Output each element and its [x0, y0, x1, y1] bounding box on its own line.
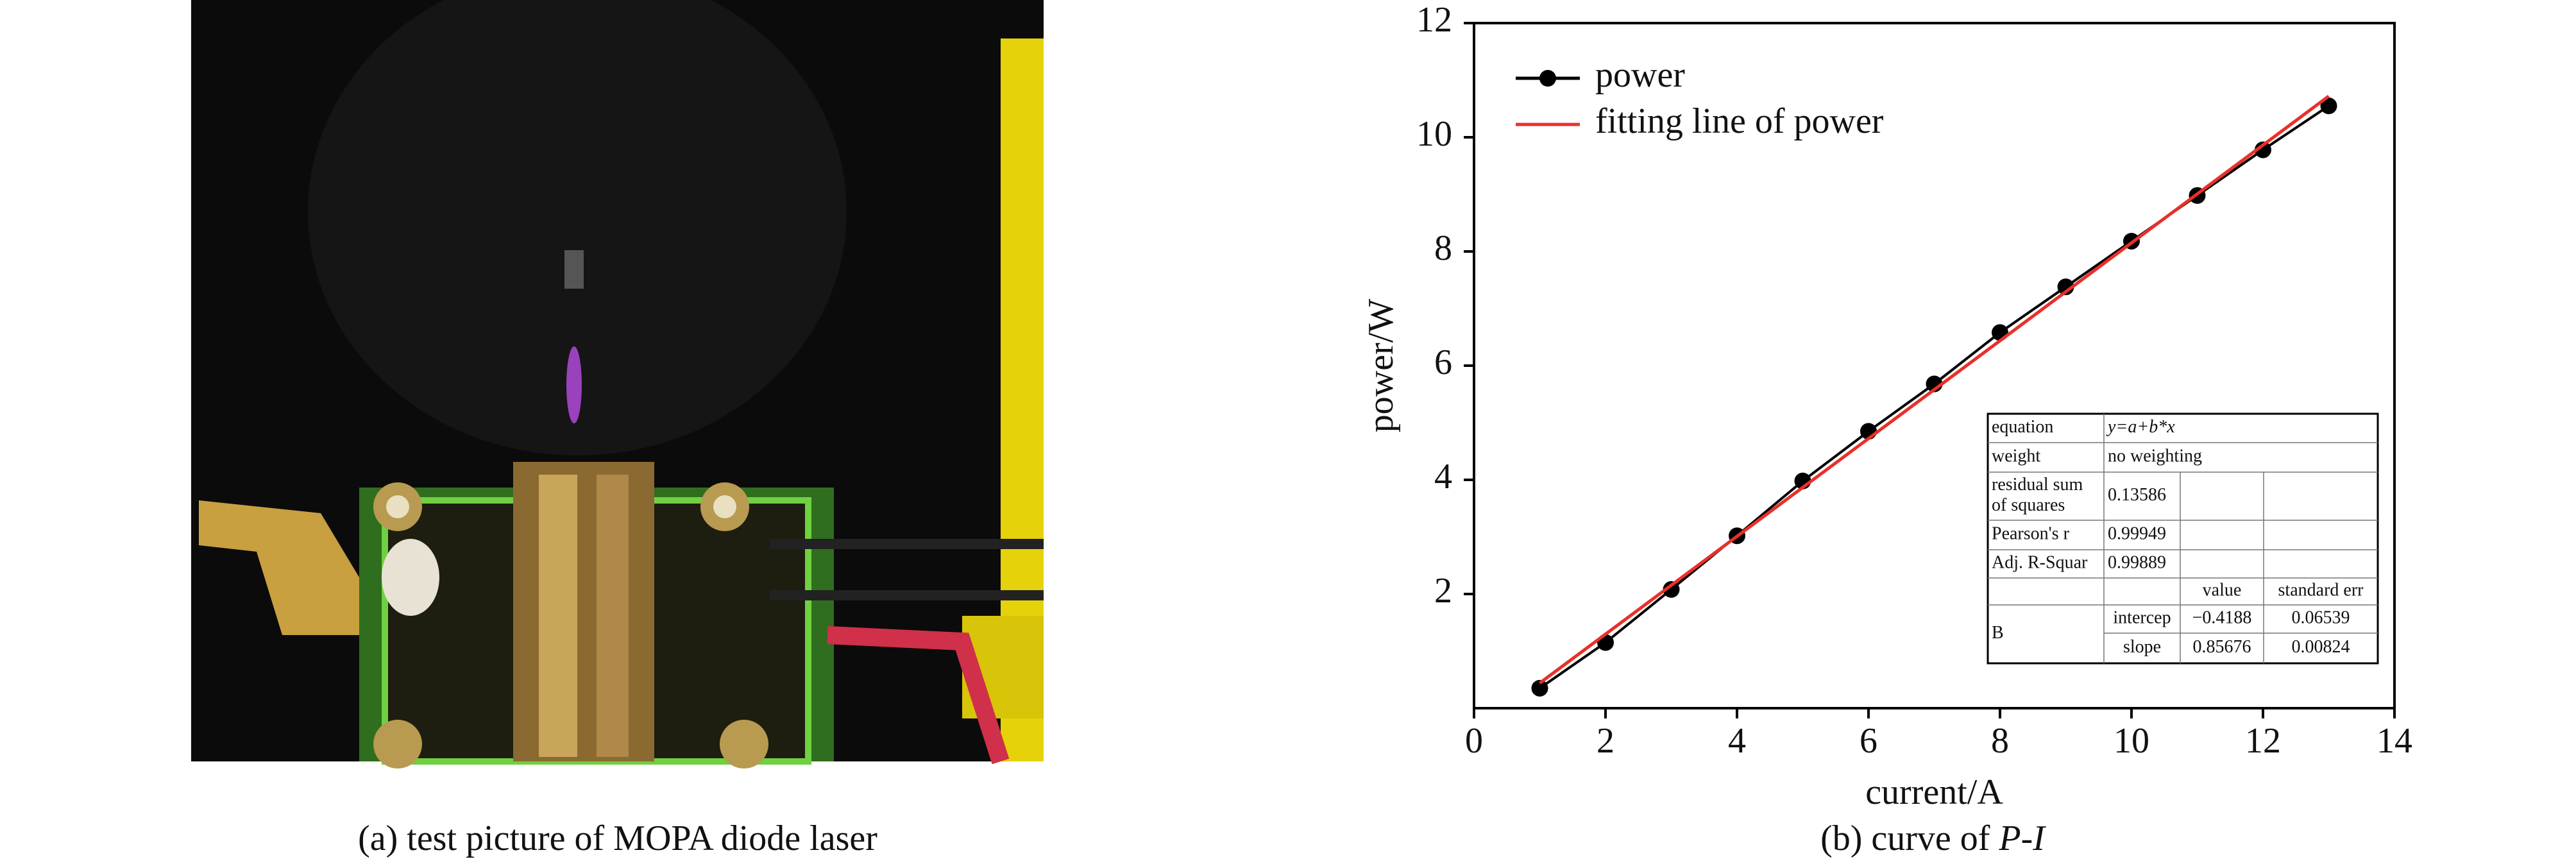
x-tick-label: 10: [2114, 721, 2149, 761]
data-point: [2320, 98, 2337, 115]
y-tick-label: 8: [1434, 228, 1452, 268]
caption-italic: P-I: [1998, 819, 2046, 858]
photo: [191, 0, 1044, 768]
table-cell: 0.06539: [2292, 607, 2350, 627]
table-border: [1987, 412, 2379, 665]
table-cell: 0.85676: [2193, 637, 2251, 657]
table-cell: slope: [2123, 637, 2161, 657]
legend-marker: [1539, 70, 1556, 87]
legend-label: fitting line of power: [1595, 101, 1884, 141]
table-label: Pearson's r: [1992, 523, 2070, 543]
x-tick-label: 12: [2245, 721, 2281, 761]
x-axis-label: current/A: [1865, 772, 2003, 812]
x-tick-label: 2: [1597, 721, 1614, 761]
table-header: standard err: [2278, 580, 2364, 600]
y-tick-label: 10: [1416, 114, 1452, 154]
data-point: [1663, 581, 1680, 598]
x-tick-label: 8: [1991, 721, 2009, 761]
y-tick-label: 6: [1434, 343, 1452, 382]
y-tick-label: 2: [1434, 571, 1452, 611]
caption-prefix: (b) curve of: [1820, 819, 1990, 858]
x-tick-label: 4: [1728, 721, 1746, 761]
y-tick-label: 4: [1434, 457, 1452, 497]
x-tick-label: 0: [1465, 721, 1483, 761]
table-header: value: [2203, 580, 2242, 600]
data-point: [2057, 278, 2074, 296]
y-axis-label: power/W: [1361, 299, 1401, 433]
table-label: of squares: [1992, 495, 2065, 515]
legend-label: power: [1595, 55, 1685, 95]
table-label: residual sum: [1992, 475, 2083, 495]
table-cell: 0.00824: [2292, 637, 2350, 657]
x-tick-label: 14: [2377, 721, 2412, 761]
table-label: weight: [1992, 446, 2040, 466]
table-label: equation: [1992, 417, 2053, 437]
data-point: [1531, 679, 1548, 697]
table-value: 0.13586: [2108, 485, 2166, 505]
table-param: B: [1992, 623, 2004, 643]
series-line: [1539, 94, 2330, 684]
table-value: y=a+b*x: [2106, 417, 2175, 437]
table-cell: −0.4188: [2192, 607, 2252, 627]
table-label: Adj. R-Squar: [1992, 552, 2088, 572]
x-tick-label: 6: [1860, 721, 1877, 761]
photo-caption: (a) test picture of MOPA diode laser: [358, 819, 877, 858]
table-cell: intercep: [2113, 607, 2171, 627]
fit-table: equation y=a+b*x weight no weighting residua…: [1987, 412, 2379, 665]
data-point: [2255, 141, 2271, 158]
table-value: 0.99949: [2108, 523, 2166, 543]
table-value: no weighting: [2108, 446, 2202, 466]
table-value: 0.99889: [2108, 552, 2166, 572]
y-tick-label: 12: [1416, 0, 1452, 40]
chart-caption: (b) curve of P-I: [1820, 819, 2046, 858]
